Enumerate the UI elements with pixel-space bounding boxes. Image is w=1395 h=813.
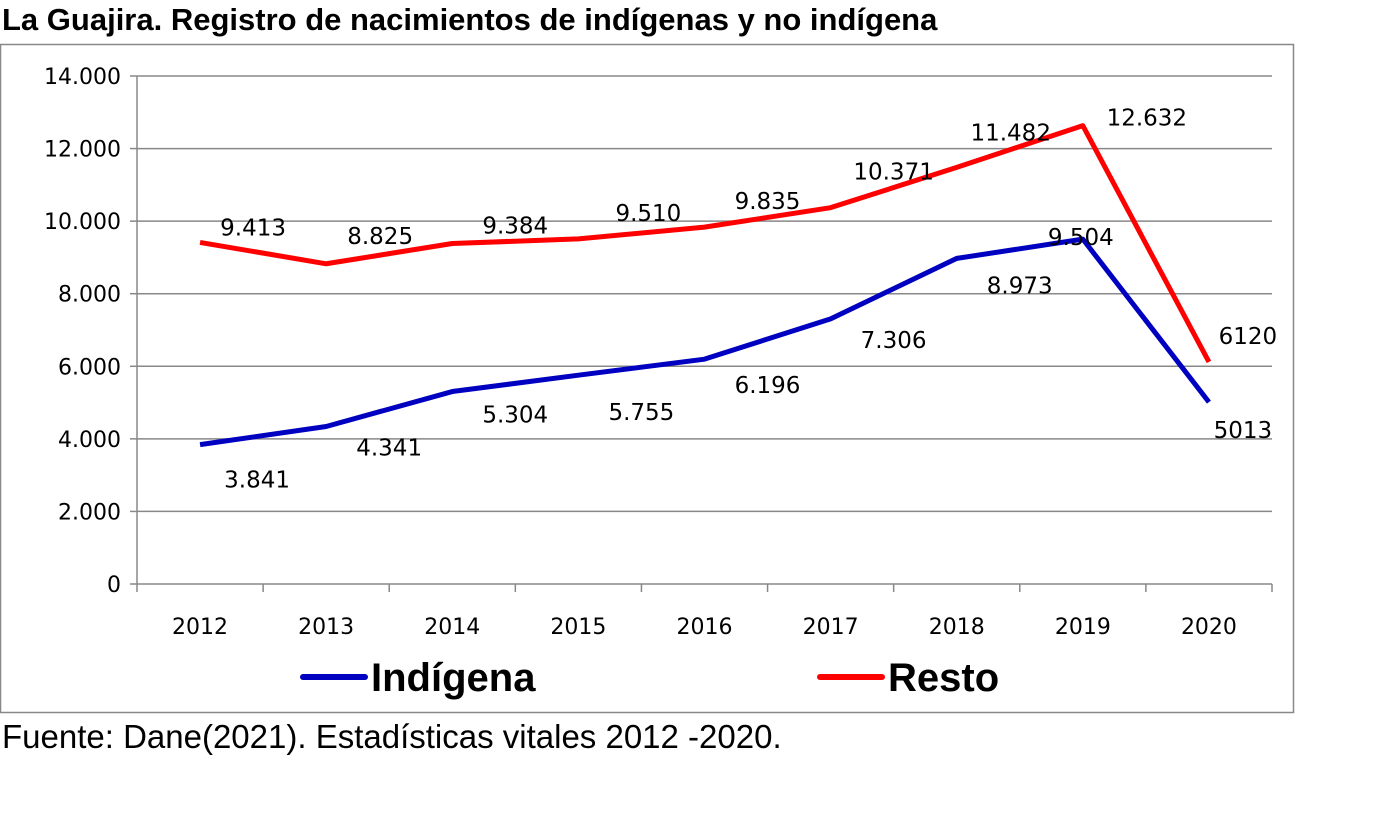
x-tick-label: 2017: [803, 615, 859, 640]
data-label: 5.755: [608, 400, 674, 426]
x-tick-label: 2013: [298, 615, 354, 640]
y-tick-label: 4.000: [58, 428, 121, 453]
x-tick-label: 2019: [1055, 615, 1111, 640]
chart-title: La Guajira. Registro de nacimientos de i…: [2, 2, 938, 37]
data-label: 3.841: [224, 468, 290, 494]
y-tick-label: 6.000: [58, 355, 121, 380]
legend-label: Resto: [888, 656, 999, 700]
data-label: 7.306: [861, 328, 927, 354]
data-label: 6120: [1219, 324, 1278, 350]
y-tick-label: 14.000: [44, 65, 121, 90]
y-tick-label: 8.000: [58, 283, 121, 308]
data-label: 5.304: [482, 403, 548, 429]
data-label: 4.341: [356, 435, 422, 461]
series-line-indigena: [199, 236, 1211, 448]
data-label: 5013: [1214, 418, 1273, 444]
data-label: 8.825: [347, 224, 413, 250]
data-label: 12.632: [1107, 106, 1187, 132]
data-label: 6.196: [735, 373, 801, 399]
data-label: 9.413: [220, 215, 286, 241]
legend-label: Indígena: [371, 656, 536, 700]
data-label: 11.482: [970, 120, 1050, 146]
x-tick-label: 2018: [929, 615, 985, 640]
data-label: 9.835: [735, 189, 801, 215]
x-tick-label: 2015: [550, 615, 606, 640]
source-note: Fuente: Dane(2021). Estadísticas vitales…: [2, 718, 782, 755]
data-label: 8.973: [987, 273, 1053, 299]
x-tick-label: 2020: [1181, 615, 1237, 640]
data-label: 10.371: [853, 160, 933, 186]
data-label: 9.504: [1048, 225, 1114, 251]
y-tick-label: 0: [107, 573, 121, 598]
data-label: 9.510: [615, 201, 681, 227]
x-tick-label: 2012: [172, 615, 228, 640]
x-tick-label: 2016: [677, 615, 733, 640]
y-tick-label: 10.000: [44, 210, 121, 235]
y-tick-label: 12.000: [44, 138, 121, 163]
y-tick-label: 2.000: [58, 500, 121, 525]
data-label: 9.384: [482, 213, 548, 239]
x-tick-label: 2014: [424, 615, 480, 640]
chart-border: [0, 43, 1295, 714]
